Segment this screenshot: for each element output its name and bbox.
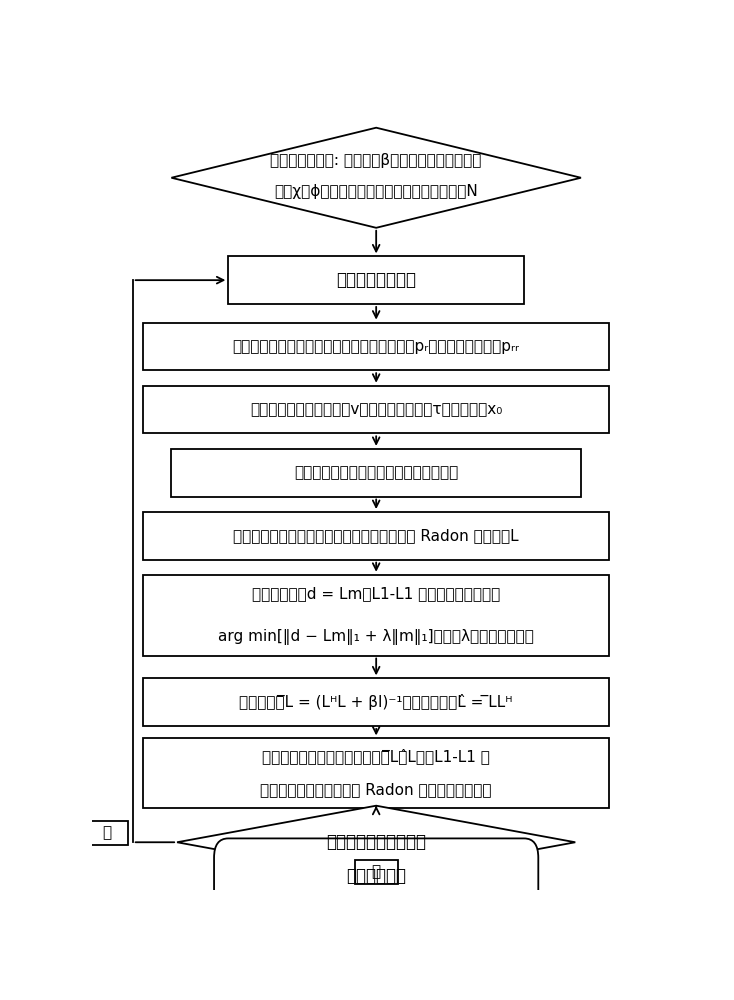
Text: 阈値χ和ϕ、乘数交替方向方法的最大迭代次数N: 阈値χ和ϕ、乘数交替方向方法的最大迭代次数N	[275, 184, 478, 199]
Text: 计算逆矩阵̅L = (LᴴL + βI)⁻¹，并计算矩阵L̂ = ̅LLᴴ: 计算逆矩阵̅L = (LᴴL + βI)⁻¹，并计算矩阵L̂ = ̅LLᴴ	[239, 694, 513, 710]
FancyBboxPatch shape	[143, 678, 609, 726]
Text: 数最小化优化问题，得到 Radon 域模型的估计结果: 数最小化优化问题，得到 Radon 域模型的估计结果	[261, 782, 492, 797]
Polygon shape	[172, 128, 581, 228]
Text: 利用聚类算法来检测双曲线同相轴的个数: 利用聚类算法来检测双曲线同相轴的个数	[294, 465, 458, 480]
FancyBboxPatch shape	[143, 386, 609, 433]
FancyBboxPatch shape	[86, 821, 128, 845]
Text: 否: 否	[103, 826, 112, 841]
FancyBboxPatch shape	[214, 838, 538, 914]
Text: 是: 是	[371, 865, 381, 880]
FancyBboxPatch shape	[143, 323, 609, 370]
Text: 利用开窗分割地震道的方法构建变顶点双曲线 Radon 变换算子L: 利用开窗分割地震道的方法构建变顶点双曲线 Radon 变换算子L	[233, 528, 519, 543]
FancyBboxPatch shape	[143, 738, 609, 808]
Text: arg min[‖d − Lm‖₁ + λ‖m‖₁]，其中λ表示正则化因子: arg min[‖d − Lm‖₁ + λ‖m‖₁]，其中λ表示正则化因子	[218, 629, 534, 645]
FancyBboxPatch shape	[143, 512, 609, 560]
Text: 构建数学模型d = Lm和L1-L1 范数最小化优化问题: 构建数学模型d = Lm和L1-L1 范数最小化优化问题	[252, 586, 501, 601]
FancyBboxPatch shape	[355, 860, 398, 884]
FancyBboxPatch shape	[228, 256, 524, 304]
FancyBboxPatch shape	[143, 575, 609, 656]
Text: 在乘数交替方向方法中利用矩阵̅L和̂L求解L1-L1 范: 在乘数交替方向方法中利用矩阵̅L和̂L求解L1-L1 范	[262, 748, 490, 764]
Polygon shape	[177, 806, 575, 879]
Text: 设置变量初始値: 阻尼因子β、乘数交替方向方法的: 设置变量初始値: 阻尼因子β、乘数交替方向方法的	[271, 153, 482, 168]
Text: 输出处理结果: 输出处理结果	[346, 867, 406, 885]
Text: 所有地震道集处理完毕: 所有地震道集处理完毕	[326, 833, 426, 851]
FancyBboxPatch shape	[172, 449, 581, 497]
Text: 计算双曲线同相轴的速度v、顶点的时间位置τ和空间位置x₀: 计算双曲线同相轴的速度v、顶点的时间位置τ和空间位置x₀	[250, 402, 502, 417]
Text: 输入某一地震道集: 输入某一地震道集	[336, 271, 416, 289]
Text: 利用复地震道分析方法估计地震同相轴的倾角pᵣ，并计算倾角导数pᵣᵣ: 利用复地震道分析方法估计地震同相轴的倾角pᵣ，并计算倾角导数pᵣᵣ	[233, 339, 520, 354]
